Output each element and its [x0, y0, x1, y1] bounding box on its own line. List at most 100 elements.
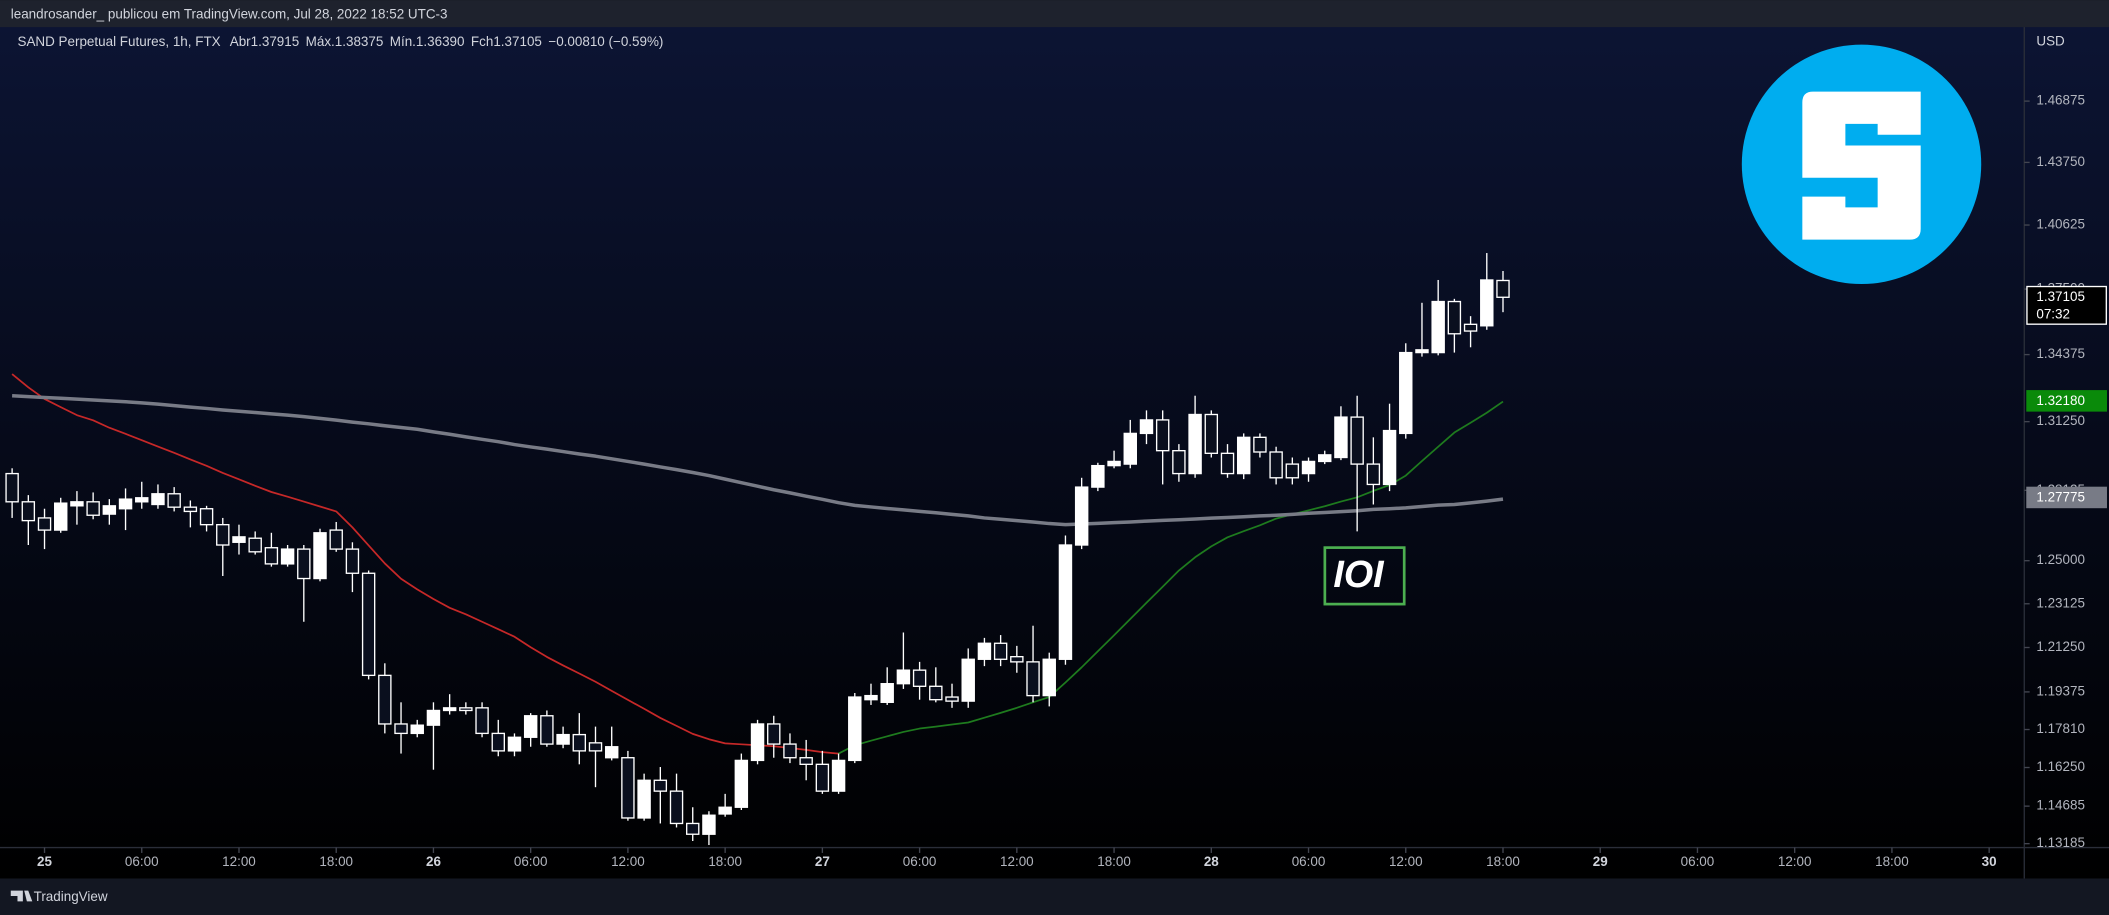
- candle-body: [1285, 463, 1300, 479]
- candle-body: [394, 723, 408, 735]
- x-tick-label: 06:00: [514, 854, 548, 869]
- candle-body: [1350, 416, 1364, 465]
- x-tick-label: 06:00: [1681, 854, 1715, 869]
- candle-body: [1253, 436, 1267, 453]
- moving-average: [12, 393, 1504, 527]
- field-name: Mín.: [390, 33, 416, 48]
- author-line: leandrosander_ publicou em TradingView.c…: [11, 7, 448, 22]
- y-tick-label: 1.25000: [2036, 552, 2085, 567]
- candle-body: [459, 707, 473, 712]
- y-tick-label: 1.13185: [2036, 835, 2085, 850]
- logo-letter: [1802, 91, 1921, 240]
- candle-body: [783, 743, 797, 759]
- candle-body: [750, 723, 765, 762]
- candle-body: [1431, 300, 1445, 354]
- candle-body: [880, 683, 894, 703]
- x-tick-label: 06:00: [903, 854, 937, 869]
- x-tick-label: 18:00: [708, 854, 742, 869]
- candle-body: [1188, 413, 1202, 475]
- candle-body: [1010, 656, 1024, 663]
- field-name: Máx.: [306, 33, 335, 48]
- candle-body: [621, 757, 635, 819]
- y-tick-label: 1.31250: [2036, 413, 2085, 428]
- candle-body: [264, 547, 279, 565]
- candle-body: [1172, 450, 1186, 475]
- candle-body: [1074, 486, 1089, 546]
- candle-body: [686, 822, 700, 835]
- candle-body: [1447, 300, 1462, 335]
- x-tick-label: 06:00: [125, 854, 159, 869]
- price-label: 1.32180: [2036, 393, 2085, 408]
- candle-body: [896, 669, 911, 685]
- x-tick-label: 12:00: [1000, 854, 1034, 869]
- x-tick-label: 25: [37, 854, 52, 869]
- candle-body: [799, 757, 813, 765]
- candle-body: [734, 759, 749, 808]
- field-value: 1.37915: [251, 33, 300, 48]
- candle-body: [442, 707, 457, 712]
- y-tick-label: 1.34375: [2036, 346, 2085, 361]
- candle-body: [183, 506, 198, 513]
- field-name: Abr: [230, 33, 251, 48]
- x-tick-label: 18:00: [319, 854, 353, 869]
- candle-body: [604, 746, 619, 759]
- candle-body: [102, 505, 117, 515]
- candle-body: [313, 532, 327, 580]
- candle-body: [1301, 460, 1316, 475]
- y-tick-label: 1.19375: [2036, 683, 2085, 698]
- candle-body: [37, 517, 52, 531]
- x-tick-label: 18:00: [1097, 854, 1131, 869]
- annotation: IOI: [1333, 553, 1385, 595]
- x-tick-label: 26: [426, 854, 441, 869]
- candle-body: [54, 502, 68, 531]
- candle-body: [977, 642, 992, 660]
- price-label-box: [2026, 390, 2107, 412]
- candle-body: [426, 709, 441, 726]
- candle-body: [572, 733, 587, 752]
- price-label: 1.27775: [2036, 490, 2085, 505]
- candle-body: [1155, 419, 1170, 452]
- candle-body: [1236, 436, 1251, 475]
- y-tick-label: 1.21250: [2036, 639, 2085, 654]
- x-tick-label: 18:00: [1486, 854, 1520, 869]
- candle-body: [410, 724, 424, 735]
- candle-body: [815, 763, 830, 792]
- y-tick-label: 1.46875: [2036, 93, 2085, 108]
- candle-body: [1415, 349, 1429, 354]
- price-label-box: [2026, 486, 2107, 509]
- candle-body: [1042, 658, 1056, 697]
- candle-body: [491, 732, 505, 752]
- candle-body: [556, 733, 570, 745]
- annotation-box: [1323, 546, 1406, 606]
- candle-body: [1480, 279, 1494, 327]
- candle-body: [378, 674, 392, 725]
- candle-body: [507, 736, 522, 752]
- candle-body: [151, 493, 165, 506]
- candle-body: [280, 548, 295, 565]
- x-tick-label: 28: [1204, 854, 1219, 869]
- candle-body: [475, 707, 489, 735]
- brand-icon: [10, 890, 33, 902]
- candle-body: [345, 548, 360, 574]
- candle-body: [1026, 661, 1040, 697]
- candle-body: [1091, 464, 1105, 488]
- candle-body: [1220, 452, 1235, 475]
- y-tick-label: 1.40625: [2036, 217, 2085, 232]
- footer: [0, 878, 2109, 915]
- x-tick-label: 12:00: [222, 854, 256, 869]
- candle-body: [329, 529, 343, 550]
- price-label-box: [2026, 285, 2107, 325]
- candle-body: [523, 715, 538, 738]
- candle-body: [21, 501, 36, 522]
- brand: TradingView: [34, 889, 108, 904]
- x-tick-label: 27: [815, 854, 830, 869]
- y-tick-label: 1.43750: [2036, 154, 2085, 169]
- x-tick-label: 29: [1593, 854, 1608, 869]
- candle-body: [232, 536, 246, 543]
- candle-body: [540, 715, 554, 745]
- candle-body: [1318, 454, 1332, 463]
- symbol: SAND Perpetual Futures, 1h, FTX: [17, 33, 220, 48]
- candle-body: [1366, 463, 1381, 486]
- candle-body: [637, 779, 651, 819]
